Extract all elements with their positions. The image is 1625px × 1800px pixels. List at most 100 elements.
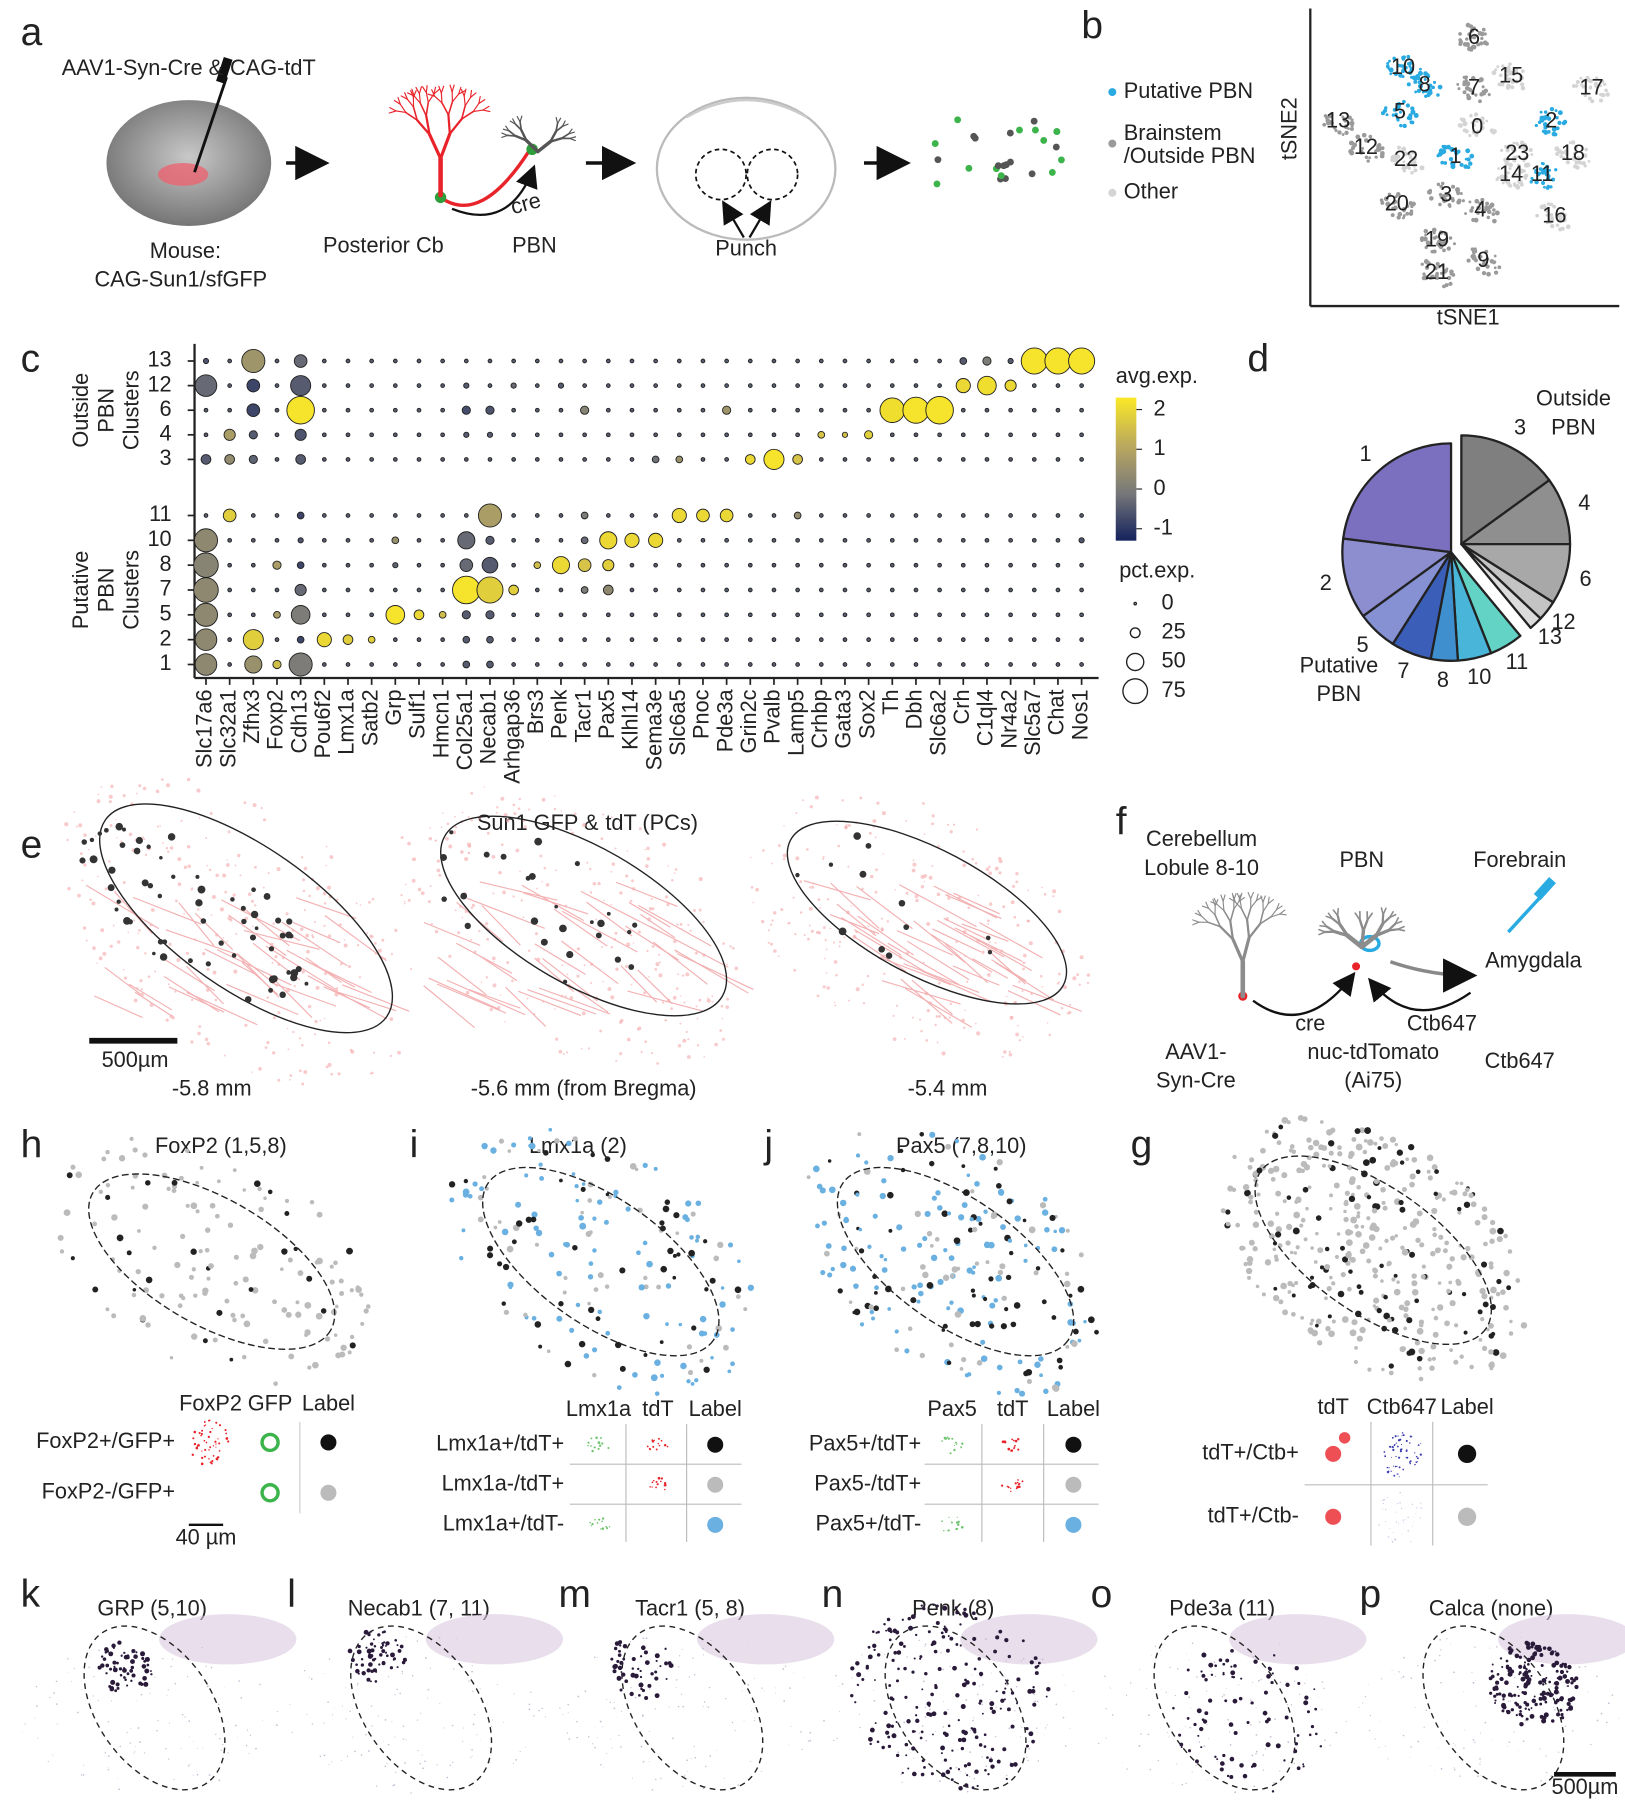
cell-dot (1563, 120, 1567, 124)
expression-dot (322, 613, 326, 617)
cell-dot (1309, 1322, 1312, 1325)
cell-dot (199, 1249, 203, 1253)
tdt-fiber (170, 846, 173, 849)
cell-dot (1464, 212, 1467, 215)
row-label: Lmx1a-/tdT+ (442, 1471, 565, 1496)
gfp-nucleus (795, 873, 799, 877)
ish-signal (370, 1670, 373, 1673)
cell-dot (286, 1312, 292, 1318)
cell-dot (989, 1323, 994, 1328)
expression-dot (818, 431, 825, 438)
slice-label: 1 (1359, 441, 1371, 466)
expression-dot (961, 538, 965, 542)
panel-letter: n (822, 1573, 844, 1616)
tdt-fiber (625, 874, 628, 877)
foxp2-signal (209, 1446, 211, 1448)
expression-dot (535, 408, 539, 412)
tissue-speck (747, 1645, 748, 1646)
ctb-signal (1401, 1534, 1402, 1535)
expression-dot (843, 638, 847, 642)
ish-signal (928, 1705, 930, 1707)
tdt-fiber (690, 930, 692, 932)
cell-dot (977, 1360, 983, 1366)
tissue-speck (835, 1675, 837, 1677)
expression-dot (819, 458, 823, 462)
cell-dot (597, 1199, 603, 1205)
tissue-speck (173, 1779, 174, 1780)
ish-signal (875, 1722, 877, 1724)
ish-signal (142, 1664, 147, 1669)
tdt-fiber (78, 823, 82, 827)
cell-dot (1446, 1289, 1451, 1294)
tissue-speck (610, 1739, 611, 1740)
tdt-fiber (873, 819, 877, 823)
cell-dot (929, 1132, 935, 1138)
cell-dot (1509, 1331, 1514, 1336)
tdt-fiber (1059, 981, 1060, 982)
cell-dot (1303, 1187, 1309, 1193)
ish-signal (370, 1654, 374, 1658)
tdt-fiber (783, 858, 786, 861)
cell-dot (856, 1153, 860, 1157)
tissue-speck (361, 1754, 363, 1756)
cell-dot (1334, 1182, 1340, 1188)
row-label: 12 (147, 371, 171, 396)
ish-signal (964, 1679, 967, 1682)
tdt-fiber (773, 911, 777, 915)
tdt-fiber (435, 930, 438, 933)
gene-label: Zfhx3 (239, 689, 264, 743)
cell-dot (1462, 1292, 1466, 1296)
cell-dot (579, 1223, 586, 1230)
cell-dot (529, 1143, 536, 1150)
cell-dot (1329, 1193, 1333, 1197)
legend-title: pct.exp. (1119, 557, 1195, 582)
cell-dot (281, 1307, 287, 1313)
tdt-fiber (429, 827, 431, 829)
expression-dot (488, 384, 492, 388)
tissue-speck (1214, 1662, 1216, 1664)
tissue-speck (704, 1701, 706, 1703)
cell-dot (970, 1217, 974, 1221)
tdt-fiber (699, 999, 702, 1002)
tissue-speck (1252, 1682, 1253, 1683)
tdt-fiber (554, 808, 556, 810)
tdt-fiber (542, 798, 546, 802)
expression-dot (512, 538, 516, 542)
tissue-speck (328, 1764, 329, 1765)
cell-dot (1243, 1262, 1247, 1266)
cell-dot (979, 1222, 983, 1226)
tissue-stain (426, 1614, 563, 1664)
legend-marker (1108, 140, 1116, 148)
cell-dot (1444, 1241, 1449, 1246)
cell-dot (673, 1254, 677, 1258)
expression-dot (228, 638, 232, 642)
cell-dot (1221, 1208, 1226, 1213)
ctb-signal (1396, 1442, 1397, 1443)
tissue-speck (943, 1726, 945, 1728)
tdt-fiber (303, 1070, 307, 1074)
ish-signal (119, 1667, 122, 1670)
ish-signal (645, 1660, 650, 1665)
size-legend-label: 0 (1162, 589, 1174, 614)
ish-signal (1276, 1743, 1281, 1748)
ish-signal (896, 1679, 899, 1682)
ish-signal (962, 1682, 967, 1687)
cell-dot (937, 1279, 943, 1285)
tdt-fiber (500, 995, 501, 996)
tdt-signal (1339, 1432, 1350, 1443)
cell-dot (1496, 1292, 1501, 1297)
tissue-speck (1126, 1695, 1127, 1696)
tissue-speck (737, 1784, 739, 1786)
gfp-nucleus (534, 838, 542, 846)
cell-dot (1409, 211, 1413, 215)
cell-dot (699, 1330, 705, 1336)
tdt-fiber (677, 954, 753, 990)
tissue-stain (159, 1614, 296, 1664)
ish-signal (1222, 1663, 1225, 1666)
tissue-speck (117, 1778, 118, 1779)
panel-letter: e (21, 824, 43, 867)
cluster-label: 9 (1477, 247, 1489, 272)
cell-dot (1419, 1320, 1424, 1325)
cell-dot (1490, 1287, 1497, 1294)
cluster-label: 20 (1385, 191, 1409, 216)
